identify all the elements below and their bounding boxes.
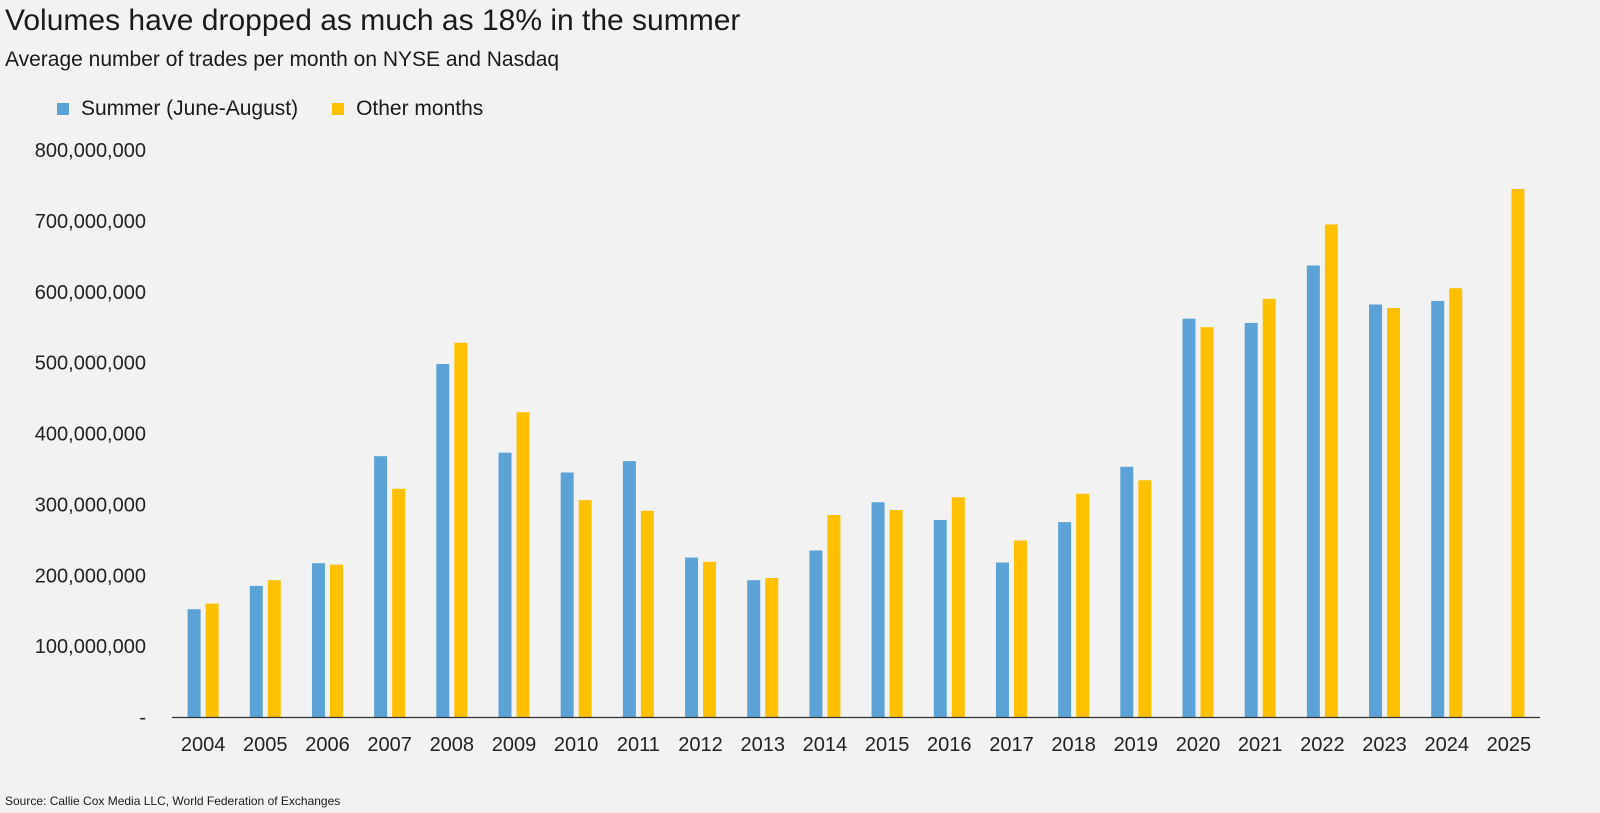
x-tick-label: 2008 [430, 734, 475, 756]
x-tick-label: 2014 [803, 734, 848, 756]
bar-summer [622, 461, 636, 717]
x-tick-label: 2011 [617, 734, 660, 756]
bar-summer [249, 585, 263, 717]
bar-summer [498, 452, 512, 717]
legend-item-summer: Summer (June-August) [57, 97, 298, 121]
x-tick-label: 2018 [1051, 734, 1096, 756]
bar-other-months [1449, 288, 1463, 717]
bar-summer [311, 563, 325, 717]
x-tick-label: 2007 [367, 734, 412, 756]
bar-other-months [640, 510, 654, 717]
bar-summer [747, 580, 761, 717]
legend: Summer (June-August) Other months [57, 97, 517, 121]
x-tick-label: 2016 [927, 734, 972, 756]
x-tick-label: 2023 [1362, 734, 1407, 756]
chart-subtitle: Average number of trades per month on NY… [5, 48, 560, 71]
y-tick-label: 100,000,000 [35, 636, 146, 658]
bar-summer [1058, 522, 1072, 717]
bar-other-months [1138, 480, 1152, 717]
bar-chart: - 100,000,000 200,000,000 300,000,000 400,00… [35, 140, 1540, 756]
bar-other-months [329, 564, 343, 717]
bar-summer [1431, 300, 1445, 717]
bar-other-months [267, 580, 281, 717]
bar-other-months [392, 488, 406, 717]
bar-other-months [703, 561, 717, 717]
x-tick-label: 2015 [865, 734, 910, 756]
x-tick-label: 2017 [989, 734, 1034, 756]
bar-other-months [1387, 308, 1401, 717]
x-tick-label: 2020 [1176, 734, 1221, 756]
x-tick-label: 2010 [554, 734, 599, 756]
x-tick-label: 2025 [1487, 734, 1532, 756]
y-tick-label: 800,000,000 [35, 140, 146, 162]
legend-label-other: Other months [356, 97, 484, 120]
x-tick-label: 2024 [1424, 734, 1469, 756]
bar-other-months [205, 603, 219, 717]
bar-other-months [889, 510, 903, 717]
bar-summer [1306, 265, 1320, 717]
bar-other-months [765, 578, 779, 717]
bar-summer [685, 557, 699, 717]
legend-swatch-other [332, 103, 345, 115]
bar-summer [560, 472, 574, 717]
bar-other-months [454, 342, 468, 717]
bar-summer [1369, 304, 1383, 717]
bar-summer [871, 502, 885, 717]
bar-other-months [951, 497, 965, 717]
bar-summer [933, 519, 947, 717]
x-tick-label: 2005 [243, 734, 288, 756]
y-tick-label: 500,000,000 [35, 353, 146, 375]
y-tick-label: 700,000,000 [35, 211, 146, 233]
y-tick-label: - [139, 707, 146, 729]
bar-summer [1182, 318, 1196, 717]
x-tick-label: 2013 [740, 734, 785, 756]
x-tick-label: 2006 [305, 734, 350, 756]
x-tick-label: 2009 [492, 734, 537, 756]
bar-summer [1120, 466, 1134, 717]
legend-swatch-summer [57, 103, 69, 115]
y-tick-label: 200,000,000 [35, 565, 146, 587]
bar-summer [374, 456, 388, 717]
x-tick-label: 2004 [181, 734, 226, 756]
legend-label-summer: Summer (June-August) [81, 97, 299, 120]
chart-title: Volumes have dropped as much as 18% in t… [5, 4, 741, 37]
bar-other-months [1262, 298, 1276, 717]
legend-item-other: Other months [332, 97, 483, 121]
bar-summer [809, 550, 823, 717]
y-tick-label: 400,000,000 [35, 424, 146, 446]
x-tick-label: 2012 [678, 734, 723, 756]
y-tick-label: 300,000,000 [35, 494, 146, 516]
bar-summer [436, 364, 450, 717]
source-note: Source: Callie Cox Media LLC, World Fede… [5, 794, 341, 808]
x-tick-label: 2019 [1114, 734, 1159, 756]
bar-summer [187, 609, 201, 717]
bar-other-months [516, 412, 530, 717]
bar-summer [995, 562, 1009, 717]
x-tick-label: 2022 [1300, 734, 1345, 756]
y-tick-label: 600,000,000 [35, 282, 146, 304]
bar-other-months [1076, 493, 1090, 717]
bar-other-months [1511, 188, 1525, 717]
bar-other-months [1013, 540, 1027, 717]
bar-other-months [827, 515, 841, 717]
bar-summer [1244, 322, 1258, 717]
x-tick-label: 2021 [1238, 734, 1283, 756]
bar-other-months [1200, 327, 1214, 717]
bar-other-months [1324, 224, 1338, 717]
bar-other-months [578, 500, 592, 717]
